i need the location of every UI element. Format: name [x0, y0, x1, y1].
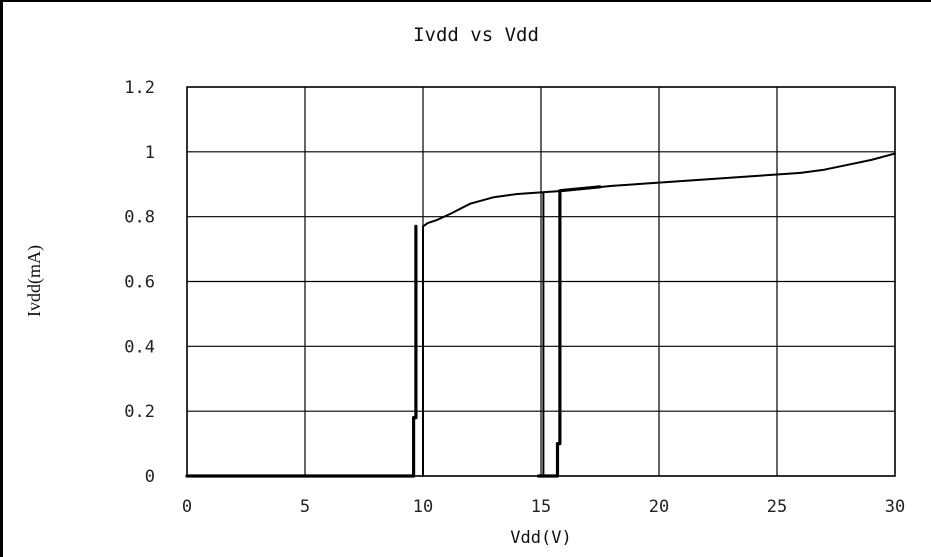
y-tick-label: 0.8 [124, 208, 155, 228]
grid [186, 86, 896, 477]
y-tick-label: 0.6 [124, 273, 155, 293]
series-line-1 [185, 224, 418, 478]
series-group [185, 152, 896, 478]
x-tick-label: 25 [767, 497, 787, 517]
x-tick-label: 5 [300, 497, 310, 517]
y-tick-labels: 0 0.2 0.4 0.6 0.8 1 1.2 [124, 78, 155, 487]
x-tick-label: 30 [885, 497, 905, 517]
series-line-4 [536, 185, 602, 478]
y-tick-label: 0.2 [124, 402, 155, 422]
chart-title: Ivdd vs Vdd [413, 24, 539, 46]
y-axis-label: Ivdd(mA) [24, 245, 45, 317]
y-tick-label: 1.2 [124, 78, 155, 98]
y-tick-label: 0 [145, 467, 155, 487]
y-tick-label: 0.4 [124, 337, 155, 357]
x-tick-labels: 0 5 10 15 20 25 30 [182, 497, 905, 517]
x-tick-label: 15 [531, 497, 551, 517]
x-tick-label: 10 [413, 497, 433, 517]
x-tick-label: 0 [182, 497, 192, 517]
y-tick-label: 1 [145, 143, 155, 163]
x-tick-label: 20 [649, 497, 669, 517]
x-axis-label: Vdd(V) [510, 528, 571, 548]
